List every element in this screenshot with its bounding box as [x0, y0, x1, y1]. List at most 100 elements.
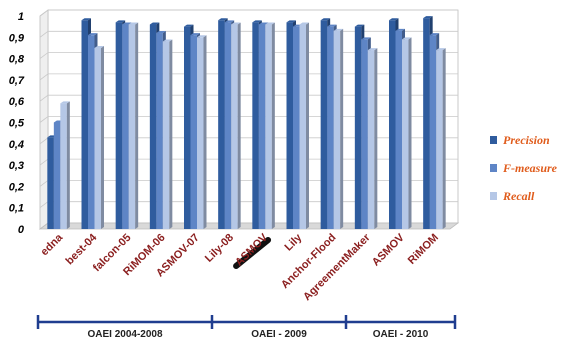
bar	[333, 30, 341, 229]
bar-side	[237, 22, 241, 229]
group-label: OAEI - 2009	[251, 329, 307, 338]
bar-side	[306, 22, 309, 229]
category-label: Lily-08	[203, 232, 236, 265]
bar-top	[122, 22, 132, 25]
y-tick-label: 0,7	[9, 75, 25, 87]
bar	[354, 26, 362, 230]
category-label: ASMOV	[233, 231, 270, 268]
bar-top	[162, 39, 173, 42]
group-label: OAEI - 2010	[373, 329, 429, 338]
y-tick-label: 0,6	[9, 96, 25, 108]
bar	[190, 35, 197, 229]
category-label: AgreementMaker	[301, 231, 373, 303]
bar-side	[203, 35, 207, 229]
bar	[224, 22, 232, 229]
category-label: edna	[39, 231, 66, 258]
y-tick-label: 1	[18, 11, 24, 23]
legend-label-recall: Recall	[503, 188, 535, 203]
bar	[258, 24, 266, 229]
bar	[156, 33, 163, 229]
category-label: Lily	[282, 231, 305, 254]
bar-top	[258, 22, 269, 25]
legend-swatch-f-measure	[490, 164, 497, 172]
category-label: RiMOM	[406, 232, 441, 267]
y-tick-label: 0,9	[9, 32, 25, 44]
bar	[81, 20, 88, 230]
bar	[389, 20, 396, 230]
bar-top	[115, 20, 126, 23]
bar	[265, 24, 272, 229]
bar-top	[231, 22, 241, 25]
bar	[53, 122, 61, 229]
bar-top	[299, 22, 309, 25]
bar-top	[128, 22, 139, 25]
bar-side	[101, 45, 104, 230]
bar-top	[429, 33, 440, 36]
bar	[162, 41, 170, 230]
bar	[122, 24, 129, 229]
legend-item-recall: Recall	[490, 182, 557, 210]
category-label: ASMOV	[370, 231, 407, 268]
legend-label-f-measure: F-measure	[503, 160, 557, 175]
highlight-stroke	[233, 237, 272, 269]
bar	[218, 20, 225, 230]
bar-top	[81, 18, 91, 21]
bar-top	[190, 33, 200, 36]
y-tick-label: 0,5	[9, 118, 25, 130]
bar-top	[149, 22, 160, 25]
bar	[402, 39, 409, 230]
bar-top	[395, 28, 405, 31]
legend-label-precision: Precision	[503, 132, 550, 147]
bar	[128, 24, 136, 229]
bar-top	[361, 37, 371, 40]
bar-top	[60, 101, 70, 104]
bar	[286, 22, 293, 229]
bar	[197, 37, 204, 229]
y-tick-label: 0,8	[9, 54, 25, 66]
bar	[149, 24, 157, 229]
bar-top	[224, 20, 235, 23]
bar-top	[156, 31, 166, 34]
y-tick-label: 0,1	[9, 203, 24, 215]
y-tick-label: 0,2	[9, 181, 24, 193]
bar	[395, 30, 402, 229]
bar-side	[169, 39, 173, 230]
bar-top	[367, 48, 378, 51]
bar	[231, 24, 238, 229]
bar-side	[374, 48, 378, 229]
bar	[252, 22, 259, 229]
bar-top	[402, 37, 412, 40]
legend-item-f-measure: F-measure	[490, 154, 557, 182]
bar-side	[408, 37, 412, 230]
bar	[88, 35, 95, 229]
bar-top	[197, 35, 207, 38]
legend-swatch-recall	[490, 192, 497, 200]
bar	[299, 24, 306, 229]
bar	[320, 20, 328, 230]
bar-top	[436, 48, 446, 51]
y-tick-label: 0	[18, 224, 25, 236]
bar	[115, 22, 123, 229]
bar	[47, 137, 54, 229]
bar	[429, 35, 437, 229]
bar-top	[184, 24, 194, 27]
bar-top	[286, 20, 296, 23]
bar	[327, 26, 334, 230]
bar-top	[218, 18, 228, 21]
bar	[423, 18, 430, 229]
legend-swatch-precision	[490, 136, 497, 144]
bar	[184, 26, 191, 230]
bar-side	[135, 22, 139, 229]
bar-top	[265, 22, 275, 25]
bar-side	[442, 48, 446, 229]
bar-top	[88, 33, 98, 36]
bar	[361, 39, 368, 230]
bar-top	[327, 24, 337, 27]
legend: Precision F-measure Recall	[490, 126, 557, 210]
y-tick-label: 0,4	[9, 139, 24, 151]
bar-side	[66, 101, 70, 229]
group-label: OAEI 2004-2008	[87, 329, 162, 338]
gridline	[39, 9, 458, 17]
bar	[436, 50, 443, 229]
bar-side	[271, 22, 275, 229]
